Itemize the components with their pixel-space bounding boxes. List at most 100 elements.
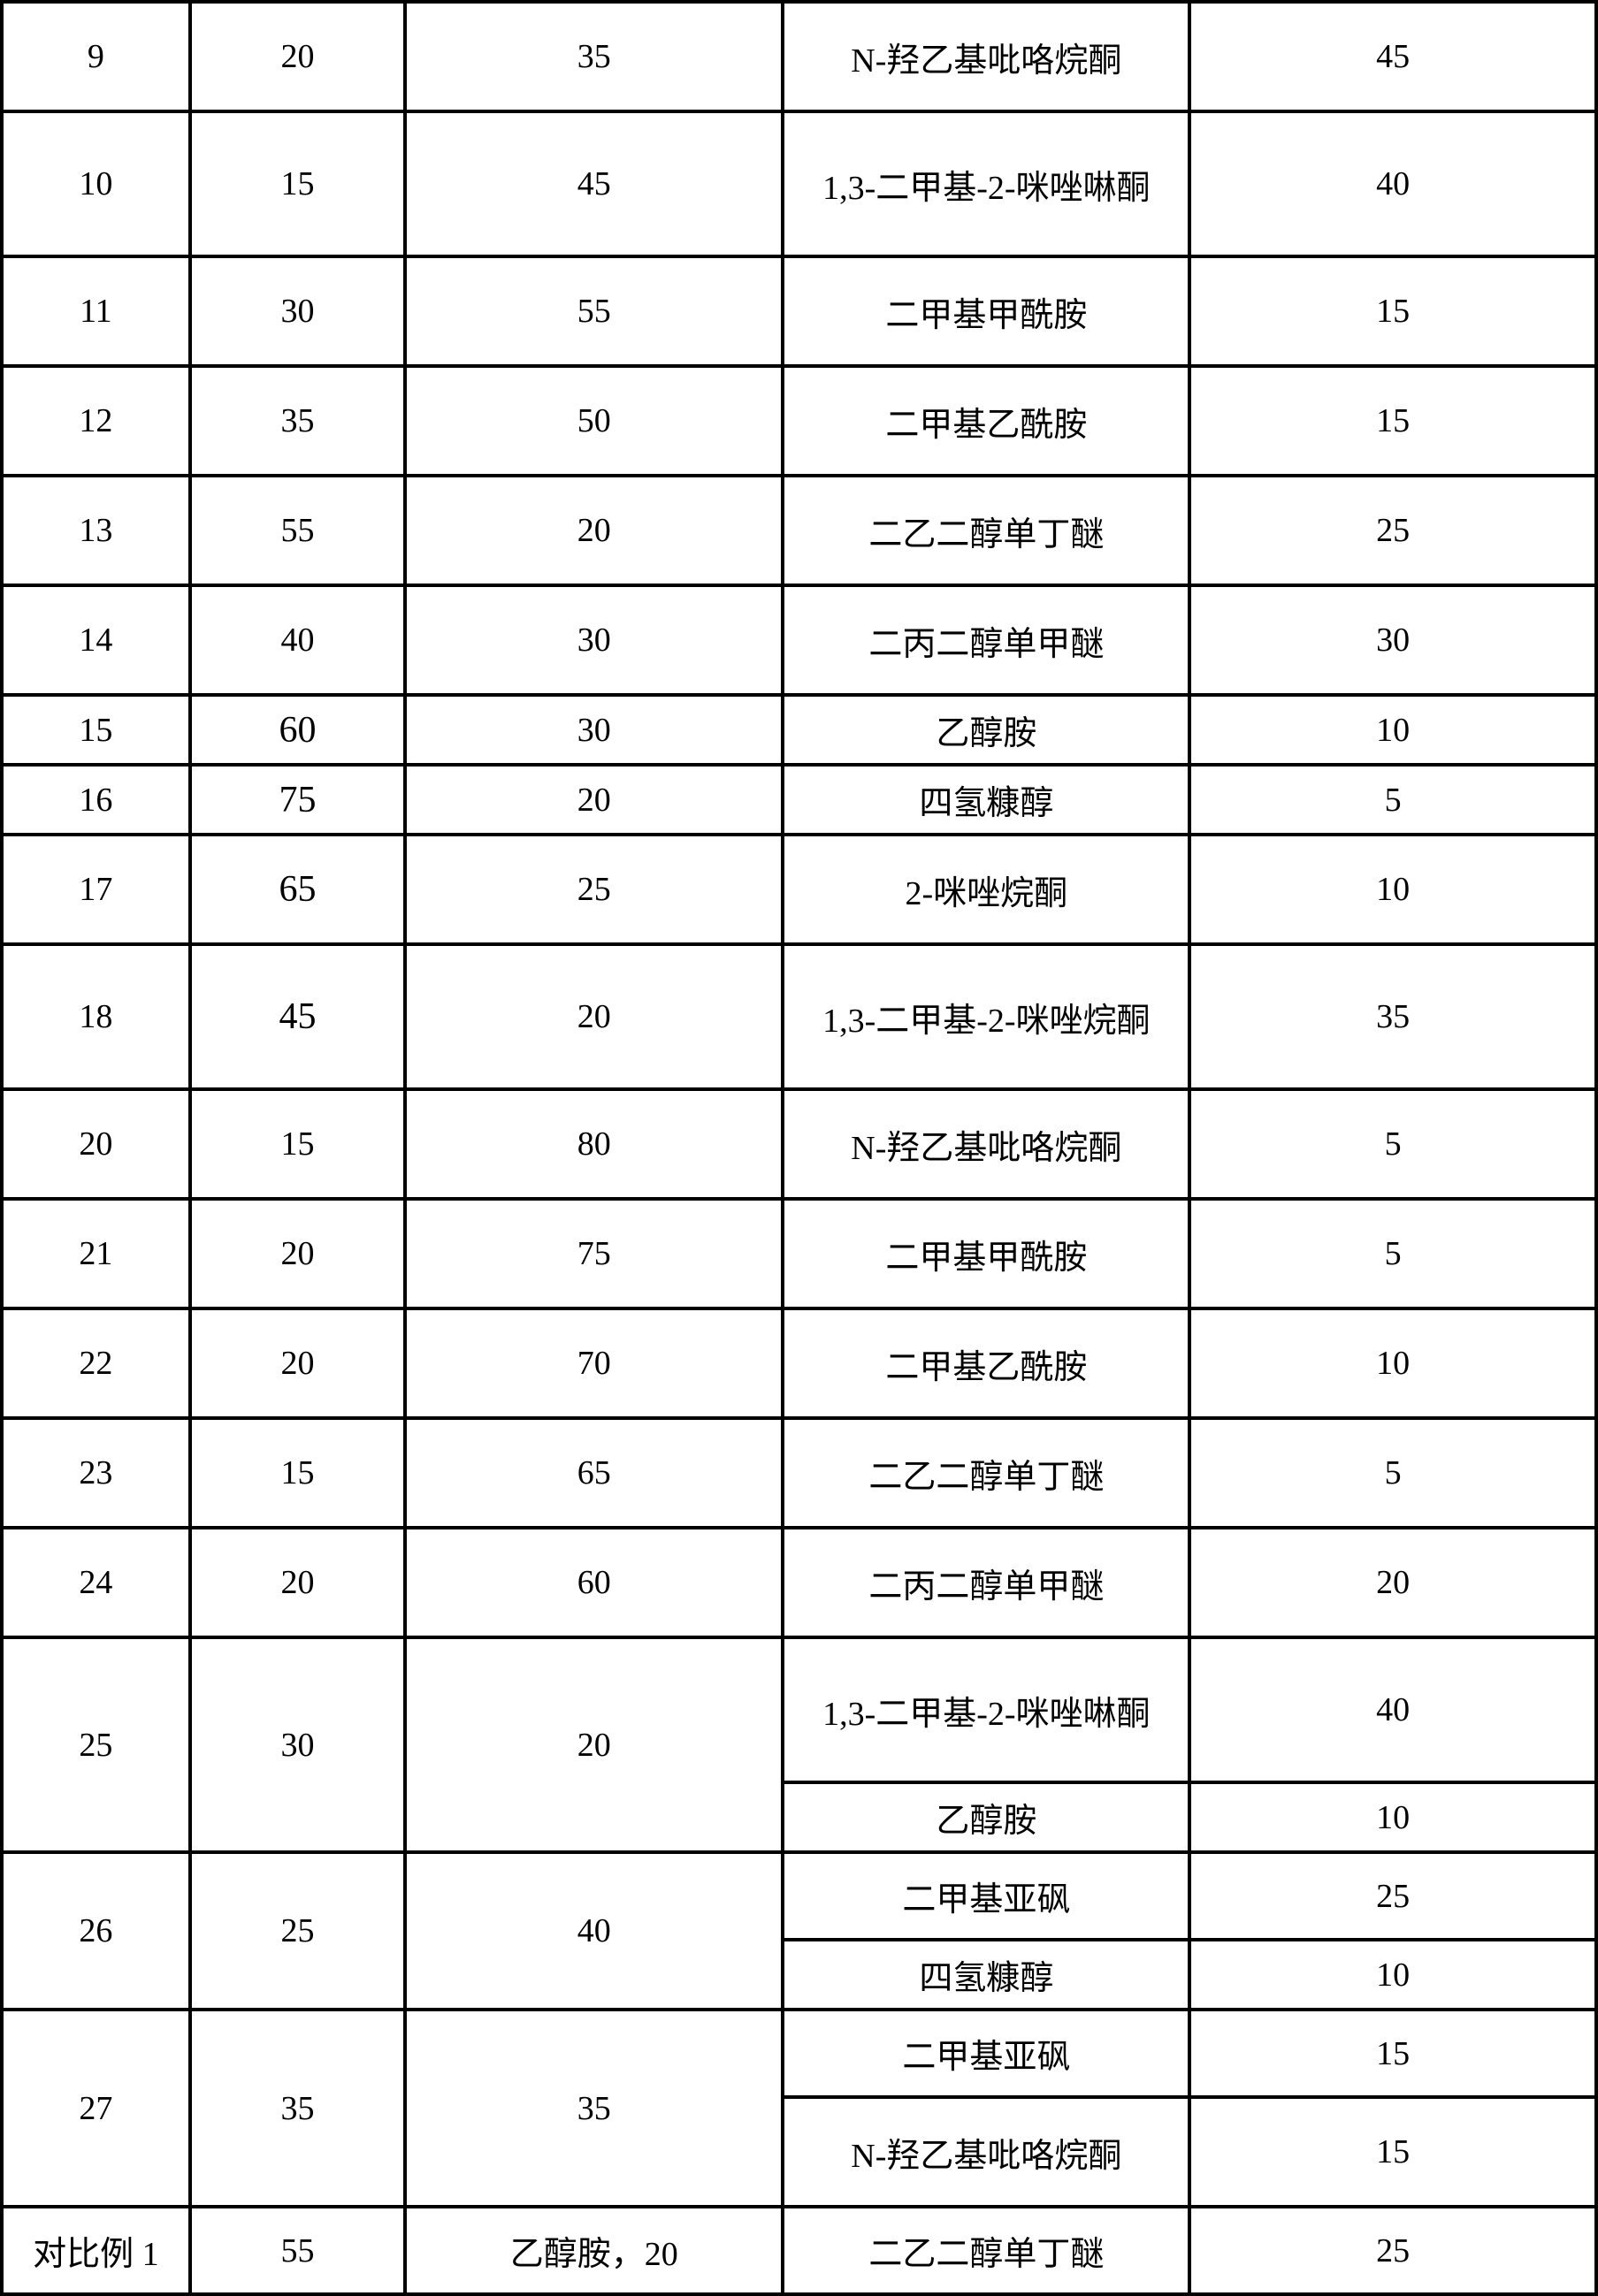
cell-val: 40 <box>405 1852 783 2010</box>
cell-id: 15 <box>2 695 190 765</box>
cell-val: 15 <box>1189 366 1596 476</box>
cell-val: 30 <box>190 1637 405 1852</box>
cell-val: 5 <box>1189 1418 1596 1528</box>
cell-val: 75 <box>405 1199 783 1308</box>
table-row: 17 65 25 2-咪唑烷酮 10 <box>2 835 1596 944</box>
cell-val: 20 <box>190 1199 405 1308</box>
cell-val: 80 <box>405 1089 783 1199</box>
cell-val: 60 <box>190 695 405 765</box>
cell-val: 35 <box>1189 944 1596 1089</box>
cell-compound: 二甲基亚砜 <box>783 1852 1189 1940</box>
table-row: 27 35 35 二甲基亚砜 15 <box>2 2010 1596 2097</box>
cell-compound: 二甲基亚砜 <box>783 2010 1189 2097</box>
cell-compound: 1,3-二甲基-2-咪唑啉酮 <box>783 111 1189 256</box>
cell-val: 25 <box>405 835 783 944</box>
table-row: 对比例 1 55 乙醇胺，20 二乙二醇单丁醚 25 <box>2 2207 1596 2294</box>
table-row: 24 20 60 二丙二醇单甲醚 20 <box>2 1528 1596 1637</box>
table-row: 15 60 30 乙醇胺 10 <box>2 695 1596 765</box>
cell-val: 20 <box>1189 1528 1596 1637</box>
cell-val: 50 <box>405 366 783 476</box>
cell-val: 60 <box>405 1528 783 1637</box>
cell-id: 10 <box>2 111 190 256</box>
cell-id: 20 <box>2 1089 190 1199</box>
cell-val: 25 <box>190 1852 405 2010</box>
cell-id: 24 <box>2 1528 190 1637</box>
cell-val: 10 <box>1189 1782 1596 1852</box>
cell-val: 25 <box>1189 476 1596 585</box>
cell-val: 40 <box>190 585 405 695</box>
cell-id: 9 <box>2 2 190 111</box>
cell-val: 15 <box>190 111 405 256</box>
table-row: 14 40 30 二丙二醇单甲醚 30 <box>2 585 1596 695</box>
cell-val: 20 <box>405 765 783 835</box>
cell-val: 10 <box>1189 1940 1596 2010</box>
cell-id: 22 <box>2 1308 190 1418</box>
cell-val: 25 <box>1189 2207 1596 2294</box>
cell-compound: N-羟乙基吡咯烷酮 <box>783 1089 1189 1199</box>
table-row: 12 35 50 二甲基乙酰胺 15 <box>2 366 1596 476</box>
cell-val: 70 <box>405 1308 783 1418</box>
cell-id: 18 <box>2 944 190 1089</box>
cell-compound: 二丙二醇单甲醚 <box>783 585 1189 695</box>
cell-compound: 四氢糠醇 <box>783 765 1189 835</box>
cell-val: 35 <box>190 366 405 476</box>
cell-val: 35 <box>405 2 783 111</box>
table-row: 21 20 75 二甲基甲酰胺 5 <box>2 1199 1596 1308</box>
cell-val: 15 <box>1189 256 1596 366</box>
cell-val: 45 <box>190 944 405 1089</box>
cell-val: 55 <box>190 2207 405 2294</box>
table-row: 25 30 20 1,3-二甲基-2-咪唑啉酮 40 <box>2 1637 1596 1782</box>
cell-val: 20 <box>190 1308 405 1418</box>
table-row: 11 30 55 二甲基甲酰胺 15 <box>2 256 1596 366</box>
cell-val: 65 <box>405 1418 783 1528</box>
cell-val: 5 <box>1189 1199 1596 1308</box>
table-row: 13 55 20 二乙二醇单丁醚 25 <box>2 476 1596 585</box>
cell-id: 12 <box>2 366 190 476</box>
table-row: 10 15 45 1,3-二甲基-2-咪唑啉酮 40 <box>2 111 1596 256</box>
cell-val: 65 <box>190 835 405 944</box>
table-row: 9 20 35 N-羟乙基吡咯烷酮 45 <box>2 2 1596 111</box>
cell-val: 35 <box>190 2010 405 2207</box>
cell-val: 15 <box>190 1418 405 1528</box>
cell-val: 30 <box>405 695 783 765</box>
cell-compound: 二乙二醇单丁醚 <box>783 2207 1189 2294</box>
cell-compound: 乙醇胺 <box>783 1782 1189 1852</box>
cell-compound: N-羟乙基吡咯烷酮 <box>783 2097 1189 2207</box>
cell-val: 5 <box>1189 765 1596 835</box>
cell-id: 27 <box>2 2010 190 2207</box>
cell-id: 21 <box>2 1199 190 1308</box>
cell-id: 14 <box>2 585 190 695</box>
cell-id: 26 <box>2 1852 190 2010</box>
cell-compound: N-羟乙基吡咯烷酮 <box>783 2 1189 111</box>
cell-compound: 2-咪唑烷酮 <box>783 835 1189 944</box>
cell-val: 30 <box>190 256 405 366</box>
cell-id: 16 <box>2 765 190 835</box>
cell-val: 10 <box>1189 1308 1596 1418</box>
cell-id: 17 <box>2 835 190 944</box>
table-row: 18 45 20 1,3-二甲基-2-咪唑烷酮 35 <box>2 944 1596 1089</box>
cell-val: 40 <box>1189 111 1596 256</box>
cell-val: 10 <box>1189 835 1596 944</box>
cell-val: 35 <box>405 2010 783 2207</box>
cell-compound: 二甲基乙酰胺 <box>783 366 1189 476</box>
cell-val: 55 <box>190 476 405 585</box>
cell-compound: 二乙二醇单丁醚 <box>783 476 1189 585</box>
cell-val: 10 <box>1189 695 1596 765</box>
table-row: 16 75 20 四氢糠醇 5 <box>2 765 1596 835</box>
cell-val: 25 <box>1189 1852 1596 1940</box>
cell-id: 13 <box>2 476 190 585</box>
cell-val: 45 <box>405 111 783 256</box>
cell-id: 对比例 1 <box>2 2207 190 2294</box>
table-row: 22 20 70 二甲基乙酰胺 10 <box>2 1308 1596 1418</box>
table-row: 23 15 65 二乙二醇单丁醚 5 <box>2 1418 1596 1528</box>
cell-val: 55 <box>405 256 783 366</box>
cell-compound: 二乙二醇单丁醚 <box>783 1418 1189 1528</box>
cell-val: 30 <box>1189 585 1596 695</box>
cell-val: 30 <box>405 585 783 695</box>
cell-val: 15 <box>190 1089 405 1199</box>
cell-compound: 1,3-二甲基-2-咪唑烷酮 <box>783 944 1189 1089</box>
data-table: 9 20 35 N-羟乙基吡咯烷酮 45 10 15 45 1,3-二甲基-2-… <box>0 0 1598 2296</box>
cell-id: 23 <box>2 1418 190 1528</box>
cell-compound: 四氢糠醇 <box>783 1940 1189 2010</box>
cell-val: 45 <box>1189 2 1596 111</box>
